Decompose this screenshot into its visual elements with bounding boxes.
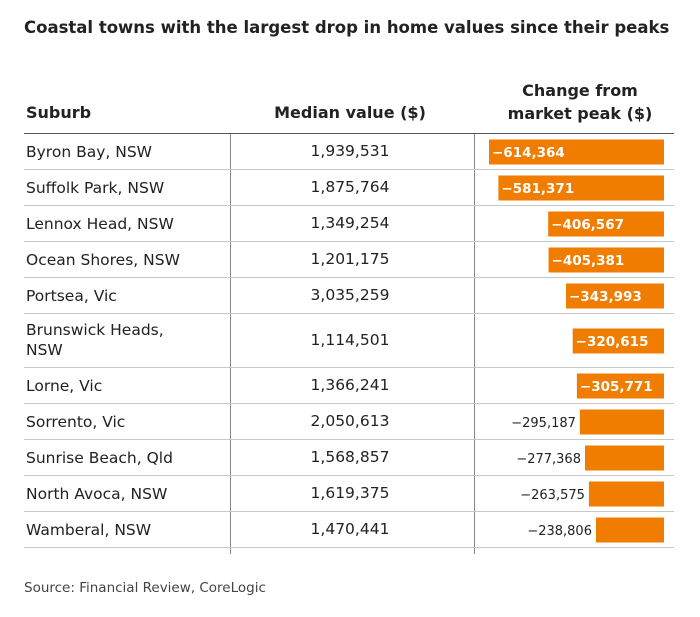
median-cell: 1,114,501 bbox=[310, 331, 390, 349]
median-cell: 1,201,175 bbox=[310, 250, 390, 268]
suburb-cell: Lennox Head, NSW bbox=[26, 215, 174, 233]
change-label: −295,187 bbox=[511, 416, 576, 431]
row-divider bbox=[24, 241, 674, 242]
median-cell: 1,619,375 bbox=[310, 484, 390, 502]
row-divider bbox=[24, 511, 674, 512]
median-cell: 1,349,254 bbox=[310, 214, 390, 232]
row-divider bbox=[24, 205, 674, 206]
suburb-cell: North Avoca, NSW bbox=[26, 485, 168, 503]
change-bar bbox=[572, 328, 664, 354]
column-header-suburb: Suburb bbox=[26, 103, 92, 122]
suburb-cell: Brunswick Heads, NSW bbox=[26, 321, 164, 359]
table-row: Sunrise Beach, Qld 1,568,857 bbox=[24, 440, 674, 476]
change-label: −277,368 bbox=[516, 452, 581, 467]
column-header-change-line1: Change from bbox=[522, 81, 638, 100]
header-divider bbox=[24, 133, 674, 134]
table-row: Portsea, Vic 3,035,259 bbox=[24, 278, 674, 314]
change-bar bbox=[588, 481, 664, 507]
change-bar bbox=[566, 283, 664, 309]
median-cell: 3,035,259 bbox=[310, 286, 390, 304]
median-cell: 1,875,764 bbox=[310, 178, 390, 196]
median-cell: 1,366,241 bbox=[310, 376, 390, 394]
table-row: Byron Bay, NSW 1,939,531 bbox=[24, 134, 674, 170]
column-header-median: Median value ($) bbox=[274, 103, 426, 122]
row-divider bbox=[24, 313, 674, 314]
change-bar bbox=[576, 373, 664, 399]
table-row: Lennox Head, NSW 1,349,254 bbox=[24, 206, 674, 242]
column-header-change: Change from market peak ($) bbox=[480, 79, 680, 125]
column-divider-1 bbox=[230, 134, 231, 554]
row-divider bbox=[24, 169, 674, 170]
row-divider bbox=[24, 367, 674, 368]
table-row: North Avoca, NSW 1,619,375 bbox=[24, 476, 674, 512]
row-divider bbox=[24, 547, 674, 548]
table-row: Lorne, Vic 1,366,241 bbox=[24, 368, 674, 404]
change-label: −405,381 bbox=[552, 253, 625, 269]
change-label: −305,771 bbox=[580, 379, 653, 395]
change-bar bbox=[548, 211, 664, 237]
change-bar bbox=[595, 517, 664, 543]
median-cell: 2,050,613 bbox=[310, 412, 390, 430]
suburb-cell: Sorrento, Vic bbox=[26, 413, 126, 431]
row-divider bbox=[24, 403, 674, 404]
change-label: −320,615 bbox=[576, 334, 649, 350]
table-row: Brunswick Heads, NSW 1,114,501 bbox=[24, 314, 674, 368]
suburb-cell: Ocean Shores, NSW bbox=[26, 251, 180, 269]
change-bar bbox=[579, 409, 664, 435]
row-divider bbox=[24, 439, 674, 440]
suburb-cell: Suffolk Park, NSW bbox=[26, 179, 165, 197]
change-label: −406,567 bbox=[551, 217, 624, 233]
suburb-cell: Sunrise Beach, Qld bbox=[26, 449, 173, 467]
column-header-change-line2: market peak ($) bbox=[507, 104, 653, 123]
suburb-cell: Lorne, Vic bbox=[26, 377, 103, 395]
suburb-cell: Byron Bay, NSW bbox=[26, 143, 152, 161]
median-cell: 1,568,857 bbox=[310, 448, 390, 466]
median-cell: 1,470,441 bbox=[310, 520, 390, 538]
table-row: Ocean Shores, NSW 1,201,175 bbox=[24, 242, 674, 278]
change-label: −343,993 bbox=[569, 289, 642, 305]
change-bar bbox=[548, 247, 664, 273]
change-label: −238,806 bbox=[527, 524, 592, 539]
table-row: Sorrento, Vic 2,050,613 bbox=[24, 404, 674, 440]
change-label: −263,575 bbox=[520, 488, 585, 503]
median-cell: 1,939,531 bbox=[310, 142, 390, 160]
suburb-cell: Wamberal, NSW bbox=[26, 521, 152, 539]
row-divider bbox=[24, 277, 674, 278]
suburb-cell: Portsea, Vic bbox=[26, 287, 117, 305]
change-bar bbox=[489, 139, 664, 165]
change-bar bbox=[498, 175, 664, 201]
column-divider-2 bbox=[474, 134, 475, 554]
change-bar bbox=[584, 445, 664, 471]
table-row: Suffolk Park, NSW 1,875,764 bbox=[24, 170, 674, 206]
change-label: −614,364 bbox=[492, 145, 565, 161]
change-label: −581,371 bbox=[501, 181, 574, 197]
chart-title: Coastal towns with the largest drop in h… bbox=[24, 18, 670, 37]
source-note: Source: Financial Review, CoreLogic bbox=[24, 580, 266, 596]
row-divider bbox=[24, 475, 674, 476]
table-row: Wamberal, NSW 1,470,441 bbox=[24, 512, 674, 548]
